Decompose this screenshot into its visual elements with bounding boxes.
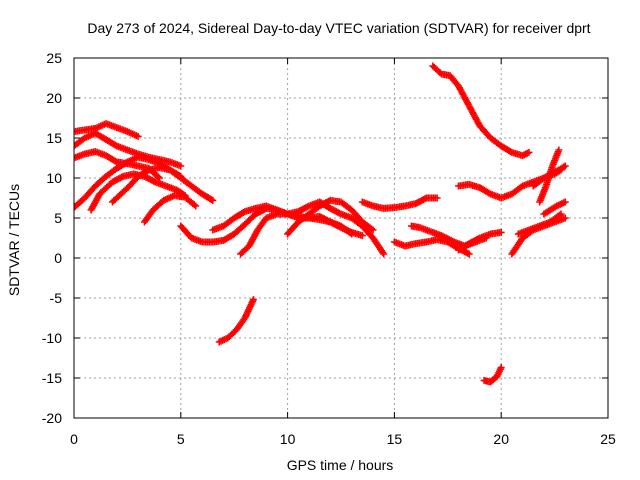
data-point-marker xyxy=(497,228,505,236)
x-axis-label: GPS time / hours xyxy=(287,457,394,473)
data-point-marker xyxy=(111,157,119,165)
data-point-marker xyxy=(358,232,366,240)
data-point-marker xyxy=(143,167,151,175)
data-point-marker xyxy=(561,162,569,170)
y-tick-label: 20 xyxy=(46,90,62,106)
series-arc-22 xyxy=(536,146,563,206)
series-arc-07 xyxy=(140,192,200,226)
series-arc-03 xyxy=(74,148,163,182)
y-tick-label: 5 xyxy=(54,210,62,226)
y-axis-label: SDTVAR / TECUs xyxy=(6,184,22,296)
data-point-marker xyxy=(525,148,533,156)
data-point-marker xyxy=(369,226,377,234)
series-arc-14 xyxy=(390,236,473,258)
x-tick-label: 20 xyxy=(493,431,509,447)
data-point-marker xyxy=(154,173,162,181)
series-arc-19 xyxy=(508,214,569,258)
y-tick-label: 15 xyxy=(46,130,62,146)
data-point-marker xyxy=(190,201,198,209)
series-arc-01 xyxy=(74,120,142,140)
data-point-marker xyxy=(368,225,376,233)
series-arc-06 xyxy=(108,164,185,206)
data-point-marker xyxy=(175,171,183,179)
data-point-marker xyxy=(177,162,185,170)
x-tick-label: 25 xyxy=(600,431,616,447)
data-series-layer xyxy=(74,62,569,386)
data-point-marker xyxy=(497,364,505,372)
series-arc-04 xyxy=(74,153,217,212)
axis-ticks: -20 -15 -10 -5 0 5 10 15 20 25 0 5 10 15 20 25 xyxy=(42,50,616,447)
data-point-marker xyxy=(380,250,388,258)
series-arc-16 xyxy=(454,228,505,254)
series-arc-23 xyxy=(540,198,569,218)
series-arc-13 xyxy=(215,296,257,346)
data-point-marker xyxy=(239,209,247,217)
data-point-marker xyxy=(348,230,356,238)
y-tick-label: 10 xyxy=(46,170,62,186)
x-tick-label: 15 xyxy=(387,431,403,447)
y-tick-label: -5 xyxy=(50,290,63,306)
data-point-marker xyxy=(134,132,142,140)
x-tick-label: 5 xyxy=(177,431,185,447)
plot-frame xyxy=(73,57,609,419)
y-tick-label: -20 xyxy=(42,410,62,426)
series-arc-24 xyxy=(480,364,505,386)
data-point-marker xyxy=(209,196,217,204)
series-arc-20 xyxy=(514,210,565,238)
grid-lines xyxy=(74,58,608,418)
series-arc-12 xyxy=(358,194,441,212)
x-tick-label: 10 xyxy=(280,431,296,447)
series-arc-10 xyxy=(237,210,356,258)
y-tick-label: -15 xyxy=(42,370,62,386)
data-point-marker xyxy=(506,147,514,155)
y-tick-label: 0 xyxy=(54,250,62,266)
data-point-marker xyxy=(557,210,565,218)
data-point-marker xyxy=(177,172,185,180)
data-point-marker xyxy=(465,250,473,258)
data-point-marker xyxy=(433,194,441,202)
data-point-marker xyxy=(555,211,563,219)
data-point-marker xyxy=(561,198,569,206)
series-arc-09 xyxy=(209,198,388,258)
data-point-marker xyxy=(346,229,354,237)
data-point-marker xyxy=(192,202,200,210)
data-point-marker xyxy=(249,296,257,304)
data-point-marker xyxy=(555,146,563,154)
series-arc-17 xyxy=(429,62,533,160)
y-tick-label: 25 xyxy=(46,50,62,66)
x-tick-label: 0 xyxy=(70,431,78,447)
series-arc-11 xyxy=(284,196,377,238)
data-point-marker xyxy=(561,214,569,222)
data-point-marker xyxy=(207,195,215,203)
y-tick-label: -10 xyxy=(42,330,62,346)
chart-title: Day 273 of 2024, Sidereal Day-to-day VTE… xyxy=(87,20,590,36)
